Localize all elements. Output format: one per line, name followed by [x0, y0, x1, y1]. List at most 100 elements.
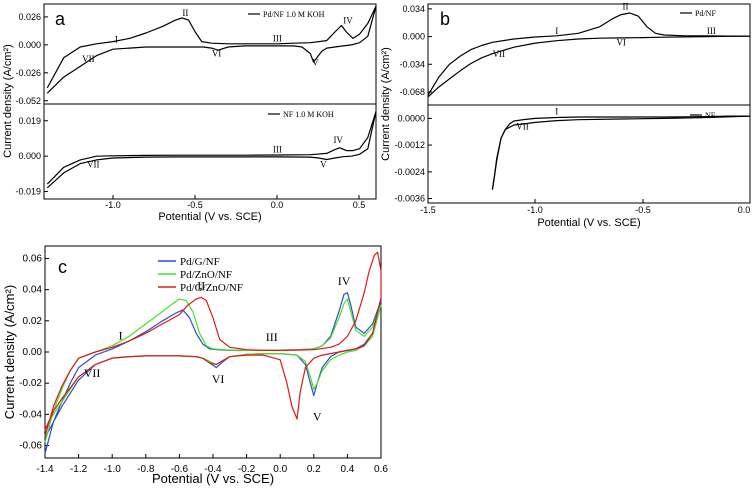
panel-c: c Current density (A/cm²) Potential (V v… [2, 245, 388, 486]
panel-b-ylabel: Current density (A/cm²) [380, 47, 392, 161]
panel-a: a Current density (A/cm²) Potential (V v… [2, 3, 377, 223]
panel-b-x-ticks: -1.5 -1.0 -0.5 0.0 [420, 199, 751, 215]
series-line-nf-forward [491, 115, 750, 190]
peak-label: VI [212, 49, 222, 59]
ytick-label: -0.0012 [394, 140, 425, 150]
peak-label: I [115, 35, 118, 45]
panel-b-top-frame [427, 3, 751, 106]
ytick-label: 0.02 [23, 316, 43, 327]
peak-label: III [273, 34, 282, 44]
panel-b-xtick-label: -1.0 [527, 205, 543, 215]
panel-c-plot: 0.06 0.04 0.02 0.00 -0.02 -0.04 -0.06 -1.4 -1.2 -… [19, 251, 388, 475]
peak-label: IV [338, 274, 351, 288]
peak-label: VI [616, 38, 626, 48]
panel-a-ylabel: Current density (A/cm²) [2, 44, 14, 158]
peak-label: II [197, 279, 205, 293]
legend-label: Pd/NF [695, 9, 716, 18]
xtick-label: -0.4 [204, 464, 222, 475]
xtick-label: 0.0 [273, 464, 287, 475]
panel-a-bottom-plot: 0.019 0.000 -0.019 III IV V VII NF 1.0 M KOH [15, 110, 377, 197]
legend-label: NF [705, 111, 716, 120]
xtick-label: 0.4 [340, 464, 354, 475]
xtick-label: -0.6 [171, 464, 189, 475]
panel-a-letter: a [55, 9, 66, 29]
peak-label: VII [84, 366, 101, 380]
xtick-label: -1.4 [36, 464, 54, 475]
peak-label: II [622, 2, 628, 12]
ytick-label: -0.0036 [394, 194, 425, 204]
ytick-label: -0.034 [399, 59, 425, 69]
peak-label: I [555, 106, 558, 116]
xtick-label: -0.2 [238, 464, 256, 475]
ytick-label: 0.000 [18, 151, 41, 161]
series-line-nf-forward [46, 111, 377, 185]
ytick-label: -0.02 [19, 378, 42, 389]
legend-label: Pd/NF 1.0 M KOH [263, 10, 325, 19]
ytick-label: 0.000 [402, 32, 425, 42]
peak-label: VI [212, 372, 225, 386]
peak-label: II [182, 8, 188, 18]
peak-label: V [312, 57, 319, 67]
panel-b-xtick-label: 0.0 [738, 205, 751, 215]
peak-label: VII [87, 159, 100, 169]
panel-a-x-ticks: -1.0 -0.5 0.0 0.5 [105, 195, 365, 210]
panel-c-letter: c [58, 257, 67, 277]
xtick-label: -1.0 [104, 464, 122, 475]
panel-c-ylabel: Current density (A/cm²) [2, 285, 17, 419]
panel-b-xtick-label: -1.5 [420, 205, 436, 215]
panel-a-top-plot: 0.0260.000-0.026-0.052IIIIIIIVVVIVIIPd/N… [15, 5, 377, 106]
panel-a-bottom-frame [43, 103, 377, 200]
panel-a-xtick-label: 0.5 [353, 200, 366, 210]
peak-label: IV [333, 135, 343, 145]
series-line-pd-nf-reverse [46, 6, 377, 94]
xtick-label: -0.8 [137, 464, 155, 475]
xtick-label: -1.2 [70, 464, 88, 475]
panel-c-xlabel: Potential (V vs. SCE) [152, 471, 274, 486]
ytick-label: 0.06 [23, 253, 43, 264]
panel-a-xtick-label: -1.0 [105, 200, 121, 210]
series-line-pd-nf-forward [46, 5, 377, 89]
legend-label: Pd/ZnO/NF [180, 269, 232, 281]
ytick-label: -0.04 [19, 409, 42, 420]
peak-label: VII [516, 122, 529, 132]
series-line-nf-reverse [491, 115, 751, 190]
panel-a-xtick-label: -0.5 [187, 200, 203, 210]
peak-label: III [707, 26, 716, 36]
ytick-label: 0.000 [18, 40, 41, 50]
legend-label: Pd/G/NF [180, 256, 220, 268]
peak-label: I [119, 329, 123, 343]
xtick-label: 0.6 [374, 464, 388, 475]
ytick-label: 0.026 [18, 12, 41, 22]
peak-label: V [320, 159, 327, 169]
peak-label: III [266, 330, 278, 344]
ytick-label: -0.0024 [394, 167, 425, 177]
peak-label: VII [493, 49, 506, 59]
series-line-nf-reverse [46, 111, 377, 189]
ytick-label: -0.06 [19, 441, 42, 452]
series-line-pd-g-zno-nf [44, 251, 382, 437]
panel-b-bottom-plot: 0.0000 -0.0012 -0.0024 -0.0036 I VII NF [394, 106, 751, 204]
ytick-label: 0.034 [402, 4, 425, 14]
legend-label: Pd/G/ZnO/NF [180, 282, 243, 294]
xtick-label: 0.2 [307, 464, 321, 475]
panel-a-xtick-label: 0.0 [271, 200, 284, 210]
panel-a-xlabel: Potential (V vs. SCE) [158, 211, 261, 223]
ytick-label: 0.00 [23, 347, 43, 358]
panel-b-xlabel: Potential (V vs. SCE) [537, 217, 640, 229]
peak-label: V [313, 410, 322, 424]
legend-label: NF 1.0 M KOH [283, 110, 334, 119]
peak-label: III [273, 144, 282, 154]
peak-label: IV [343, 15, 353, 25]
ytick-label: -0.068 [399, 87, 425, 97]
ytick-label: -0.026 [15, 68, 41, 78]
panel-b: b Current density (A/cm²) Potential (V v… [380, 2, 751, 229]
panel-b-letter: b [440, 9, 450, 29]
ytick-label: -0.019 [15, 187, 41, 197]
series-line-pd-nf-forward [427, 12, 751, 96]
ytick-label: 0.0000 [397, 113, 425, 123]
ytick-label: 0.04 [23, 285, 43, 296]
ytick-label: -0.052 [15, 96, 41, 106]
panel-b-xtick-label: -0.5 [635, 205, 651, 215]
